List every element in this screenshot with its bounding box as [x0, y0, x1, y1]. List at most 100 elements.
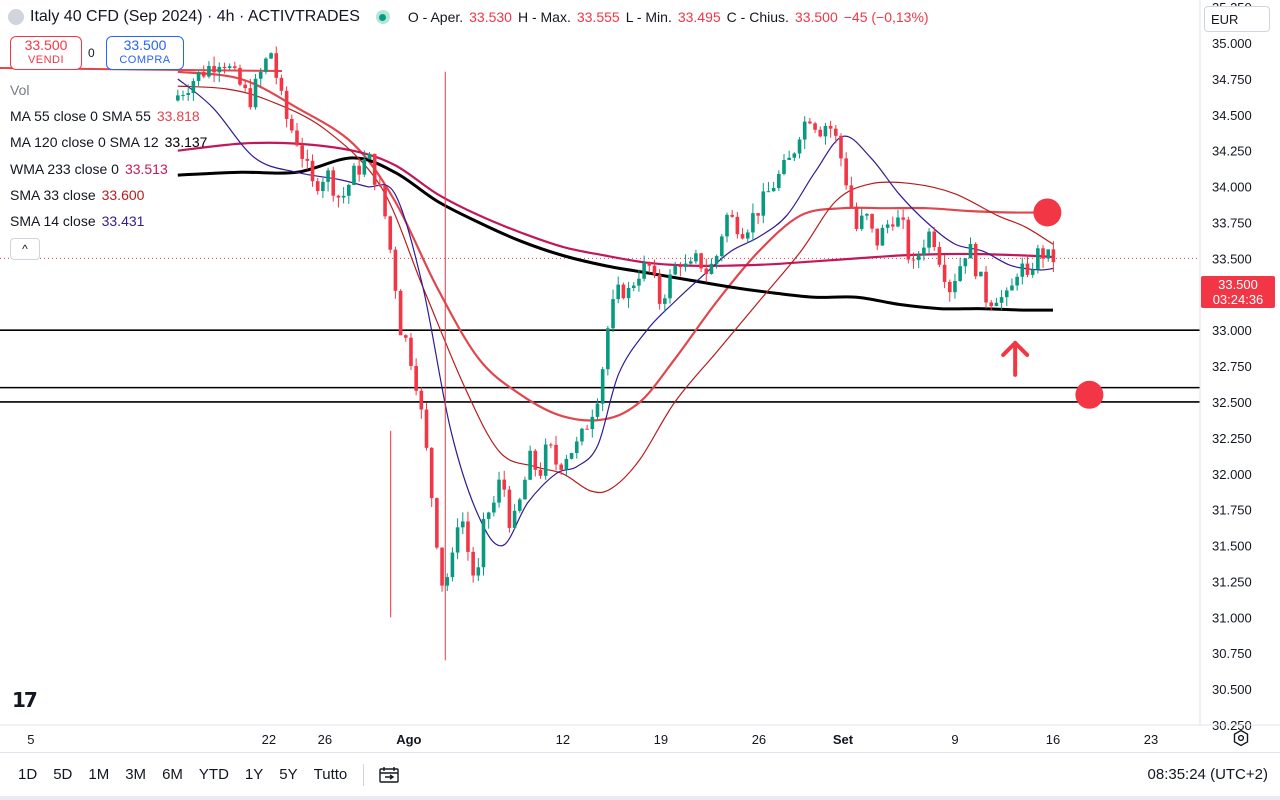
- candle-body: [590, 416, 595, 430]
- candle: [398, 289, 403, 336]
- candle-body: [403, 335, 408, 338]
- candle: [393, 246, 398, 299]
- time-tick-label: 12: [556, 732, 570, 747]
- candle-body: [709, 263, 714, 275]
- candle: [922, 239, 926, 261]
- price-tick-label: 33.500: [1212, 251, 1252, 266]
- candle: [580, 427, 584, 446]
- candle-body: [797, 139, 802, 154]
- candle-body: [357, 165, 361, 175]
- candle: [616, 276, 621, 304]
- candle: [181, 90, 185, 101]
- ohlc-high-label: H - Max.: [517, 9, 571, 25]
- candle: [720, 233, 724, 262]
- range-button[interactable]: 1Y: [244, 766, 264, 783]
- candle: [528, 445, 532, 481]
- indicator-row[interactable]: SMA 33 close 33.600: [10, 187, 144, 203]
- time-axis[interactable]: 5 22 26 Ago 12 19 26 Set 9 16 23: [0, 724, 1280, 747]
- buy-label: COMPRA: [119, 54, 171, 66]
- indicator-name: SMA 14 close: [10, 213, 96, 229]
- candle: [196, 71, 201, 87]
- price-axis[interactable]: 35.25035.00034.75034.50034.25034.00033.7…: [1199, 0, 1252, 733]
- candle: [994, 297, 999, 307]
- candle-body: [616, 284, 621, 300]
- indicator-row[interactable]: MA 55 close 0 SMA 55 33.818: [10, 108, 200, 124]
- candle: [937, 241, 942, 268]
- candle: [502, 470, 507, 497]
- candle: [818, 126, 823, 138]
- market-status-icon: [375, 10, 390, 24]
- time-tick-label: 9: [951, 732, 958, 747]
- buy-button[interactable]: 33.500 COMPRA: [106, 36, 184, 70]
- range-button[interactable]: 5D: [53, 766, 73, 783]
- candle: [284, 86, 289, 128]
- currency-select[interactable]: EUR: [1204, 6, 1270, 32]
- candle-body: [880, 227, 885, 246]
- arrow-up-marker: [1001, 340, 1030, 377]
- candle-body: [973, 244, 978, 277]
- indicator-row[interactable]: Vol: [10, 82, 35, 98]
- ma-line: [177, 156, 1054, 312]
- indicator-value: 33.600: [101, 187, 145, 203]
- candle: [346, 183, 351, 204]
- annotation-markers[interactable]: [1001, 198, 1104, 409]
- range-button[interactable]: 6M: [162, 766, 183, 783]
- range-button[interactable]: Tutto: [313, 766, 348, 783]
- candle: [958, 257, 962, 282]
- candle: [269, 52, 273, 60]
- bar-countdown: 03:24:36: [1212, 292, 1264, 307]
- candle-body: [937, 247, 942, 265]
- indicator-row[interactable]: WMA 233 close 0 33.513: [10, 161, 168, 177]
- range-button[interactable]: YTD: [198, 766, 229, 783]
- candle: [849, 176, 854, 208]
- range-button[interactable]: 3M: [125, 766, 147, 783]
- candle: [253, 73, 258, 110]
- range-button[interactable]: 1M: [88, 766, 110, 783]
- range-button[interactable]: 5Y: [279, 766, 298, 783]
- candle-body: [720, 236, 724, 257]
- candle: [460, 512, 465, 535]
- indicator-row[interactable]: MA 120 close 0 SMA 12 33.137: [10, 134, 207, 150]
- candle: [450, 547, 455, 582]
- clock-timezone[interactable]: 08:35:24 (UTC+2): [1147, 766, 1268, 783]
- candle-body: [828, 125, 833, 129]
- candle: [233, 61, 237, 71]
- price-tick-label: 34.250: [1212, 144, 1252, 159]
- collapse-legend-button[interactable]: ^: [10, 238, 40, 260]
- compare-icon[interactable]: [378, 765, 400, 785]
- candle-body: [549, 444, 553, 446]
- candle-body: [533, 450, 538, 470]
- candle-body: [196, 72, 201, 82]
- indicator-row[interactable]: SMA 14 close 33.431: [10, 213, 144, 229]
- candle-body: [792, 153, 797, 158]
- candle: [745, 229, 750, 243]
- candle-body: [808, 121, 812, 124]
- candle-body: [227, 66, 232, 68]
- candle: [336, 194, 341, 208]
- candle-body: [958, 266, 962, 281]
- sell-button[interactable]: 33.500 VENDI: [10, 36, 82, 70]
- candle: [973, 242, 978, 280]
- price-chart[interactable]: 35.25035.00034.75034.50034.25034.00033.7…: [0, 0, 1280, 752]
- range-button[interactable]: 1D: [18, 766, 38, 783]
- candle: [315, 177, 320, 195]
- settings-gear-icon[interactable]: [1232, 729, 1250, 747]
- candle-body: [191, 81, 196, 94]
- candle: [367, 152, 372, 160]
- candle-body: [953, 280, 957, 293]
- tradingview-logo[interactable]: 17: [12, 688, 38, 712]
- indicator-value: 33.137: [164, 134, 208, 150]
- candle: [880, 224, 885, 246]
- candle-body: [543, 444, 548, 476]
- horizontal-levels[interactable]: [0, 329, 1200, 403]
- candle-body: [859, 215, 864, 229]
- symbol-title[interactable]: Italy 40 CFD (Sep 2024) · 4h · ACTIVTRAD…: [30, 8, 360, 25]
- candle: [777, 170, 781, 191]
- candle: [828, 120, 833, 138]
- indicator-name: Vol: [10, 82, 30, 98]
- candle: [212, 56, 216, 83]
- candle: [1004, 287, 1009, 307]
- candle-body: [942, 264, 947, 282]
- candle-body: [466, 521, 470, 552]
- candle: [481, 512, 486, 576]
